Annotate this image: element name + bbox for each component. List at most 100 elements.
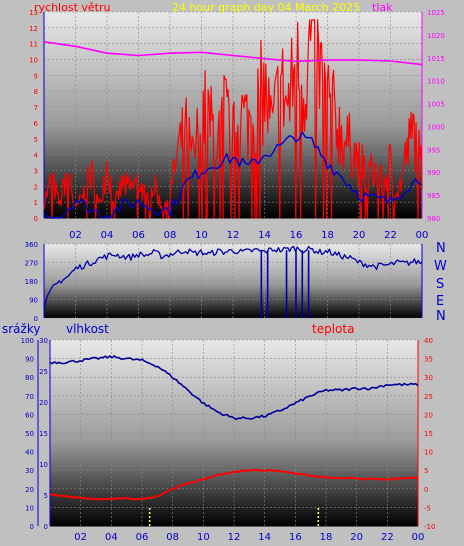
humidity-y-tick-3: 30 <box>25 467 34 475</box>
temperature-y-tick-1: -5 <box>424 504 431 512</box>
direction-y-tick-3: 270 <box>25 260 38 268</box>
direction-y-tick-2: 180 <box>25 278 38 286</box>
temperature-y-tick-9: 35 <box>424 356 433 364</box>
pressure-y-tick-8: 1020 <box>427 32 445 40</box>
pressure-y-tick-4: 1000 <box>427 123 445 131</box>
wind-x-tick-2: 06 <box>132 230 145 241</box>
direction-y-tick-4: 360 <box>25 241 38 249</box>
wind-speed-line <box>43 19 423 219</box>
direction-letter-n-bottom: N <box>436 309 446 324</box>
rain-y-tick-6: 30 <box>39 337 48 345</box>
temperature-y-tick-3: 5 <box>424 467 428 475</box>
humidity-x-tick-6: 14 <box>258 532 271 543</box>
pressure-y-tick-6: 1010 <box>427 78 445 86</box>
temperature-y-tick-10: 40 <box>424 337 433 345</box>
pressure-y-tick-1: 985 <box>427 192 440 200</box>
humidity-y-tick-10: 100 <box>21 337 34 345</box>
wind-y-tick-7: 7 <box>34 104 38 112</box>
wind-y-tick-1: 1 <box>34 199 38 207</box>
humidity-axis-label: vlhkost <box>66 322 109 336</box>
humidity-x-tick-0: 02 <box>74 532 87 543</box>
pressure-axis-label: tlak <box>372 1 393 14</box>
chart-title: 24 hour graph day 04 March 2025 <box>172 1 360 14</box>
wind-average-line <box>43 131 423 219</box>
direction-letter-e: E <box>436 294 444 309</box>
wind-x-tick-9: 20 <box>353 230 366 241</box>
wind-x-tick-7: 16 <box>290 230 303 241</box>
temperature-y-tick-7: 25 <box>424 393 433 401</box>
humidity-x-tick-9: 20 <box>350 532 363 543</box>
wind-axis-label: rychlost větru <box>34 1 110 14</box>
temperature-y-tick-5: 15 <box>424 430 433 438</box>
pressure-line <box>43 41 423 66</box>
pressure-y-tick-2: 990 <box>427 169 440 177</box>
humidity-y-tick-0: 0 <box>30 523 34 531</box>
direction-y-tick-0: 0 <box>34 315 38 323</box>
wind-y-tick-9: 9 <box>34 72 38 80</box>
wind-x-tick-8: 18 <box>321 230 334 241</box>
rain-y-tick-2: 10 <box>39 461 48 469</box>
humidity-x-tick-8: 18 <box>320 532 333 543</box>
pressure-y-tick-0: 980 <box>427 215 440 223</box>
wind-y-tick-12: 12 <box>29 25 38 33</box>
wind-x-tick-1: 04 <box>101 230 114 241</box>
temperature-axis-label: teplota <box>312 322 354 336</box>
wind-y-tick-0: 0 <box>34 215 38 223</box>
humidity-y-tick-1: 10 <box>25 504 34 512</box>
pressure-y-tick-5: 1005 <box>427 101 445 109</box>
wind-y-tick-11: 11 <box>29 41 38 49</box>
wind-y-tick-8: 8 <box>34 88 38 96</box>
rain-y-tick-1: 5 <box>44 492 48 500</box>
wind-x-tick-0: 02 <box>69 230 82 241</box>
wind-y-tick-2: 2 <box>34 183 38 191</box>
rain-y-tick-4: 20 <box>39 399 48 407</box>
wind-x-tick-4: 10 <box>195 230 208 241</box>
humidity-line <box>49 355 419 421</box>
humidity-x-tick-4: 10 <box>197 532 210 543</box>
direction-letter-w: W <box>434 259 447 274</box>
humidity-y-tick-5: 50 <box>25 430 34 438</box>
wind-x-tick-5: 12 <box>227 230 240 241</box>
rain-y-tick-5: 25 <box>39 368 48 376</box>
humidity-y-tick-2: 20 <box>25 486 34 494</box>
pressure-y-tick-7: 1015 <box>427 55 445 63</box>
humidity-y-tick-8: 80 <box>25 374 34 382</box>
temperature-y-tick-8: 30 <box>424 374 433 382</box>
temperature-y-tick-2: 0 <box>424 486 428 494</box>
wind-x-tick-10: 22 <box>384 230 397 241</box>
humidity-y-tick-7: 70 <box>25 393 34 401</box>
humidity-x-tick-7: 16 <box>289 532 302 543</box>
wind-x-tick-3: 08 <box>164 230 177 241</box>
wind-y-tick-6: 6 <box>34 120 39 128</box>
temperature-y-tick-4: 10 <box>424 449 433 457</box>
humidity-x-tick-5: 12 <box>228 532 241 543</box>
temperature-y-tick-6: 20 <box>424 411 433 419</box>
pressure-y-tick-9: 1025 <box>427 9 445 17</box>
wind-y-tick-5: 5 <box>34 136 38 144</box>
pressure-y-tick-3: 995 <box>427 146 440 154</box>
rain-y-tick-3: 15 <box>39 430 48 438</box>
direction-y-tick-1: 90 <box>29 297 38 305</box>
wind-x-tick-11: 00 <box>416 230 429 241</box>
wind-x-tick-6: 14 <box>258 230 271 241</box>
humidity-x-tick-3: 08 <box>166 532 179 543</box>
wind-direction-line <box>43 245 423 309</box>
wind-y-tick-4: 4 <box>34 152 39 160</box>
wind-y-tick-13: 13 <box>29 9 38 17</box>
temperature-line <box>49 468 419 501</box>
humidity-y-tick-6: 60 <box>25 411 34 419</box>
humidity-x-tick-11: 00 <box>412 532 425 543</box>
humidity-x-tick-1: 04 <box>105 532 118 543</box>
rain-y-tick-0: 0 <box>44 523 48 531</box>
rain-axis-label: srážky <box>2 322 40 336</box>
wind-y-tick-3: 3 <box>34 167 38 175</box>
temperature-y-tick-0: -10 <box>424 523 435 531</box>
humidity-x-tick-10: 22 <box>381 532 394 543</box>
humidity-y-tick-9: 90 <box>25 356 34 364</box>
direction-letter-n-top: N <box>436 241 446 256</box>
humidity-x-tick-2: 06 <box>136 532 149 543</box>
humidity-y-tick-4: 40 <box>25 449 34 457</box>
direction-letter-s: S <box>436 277 444 292</box>
